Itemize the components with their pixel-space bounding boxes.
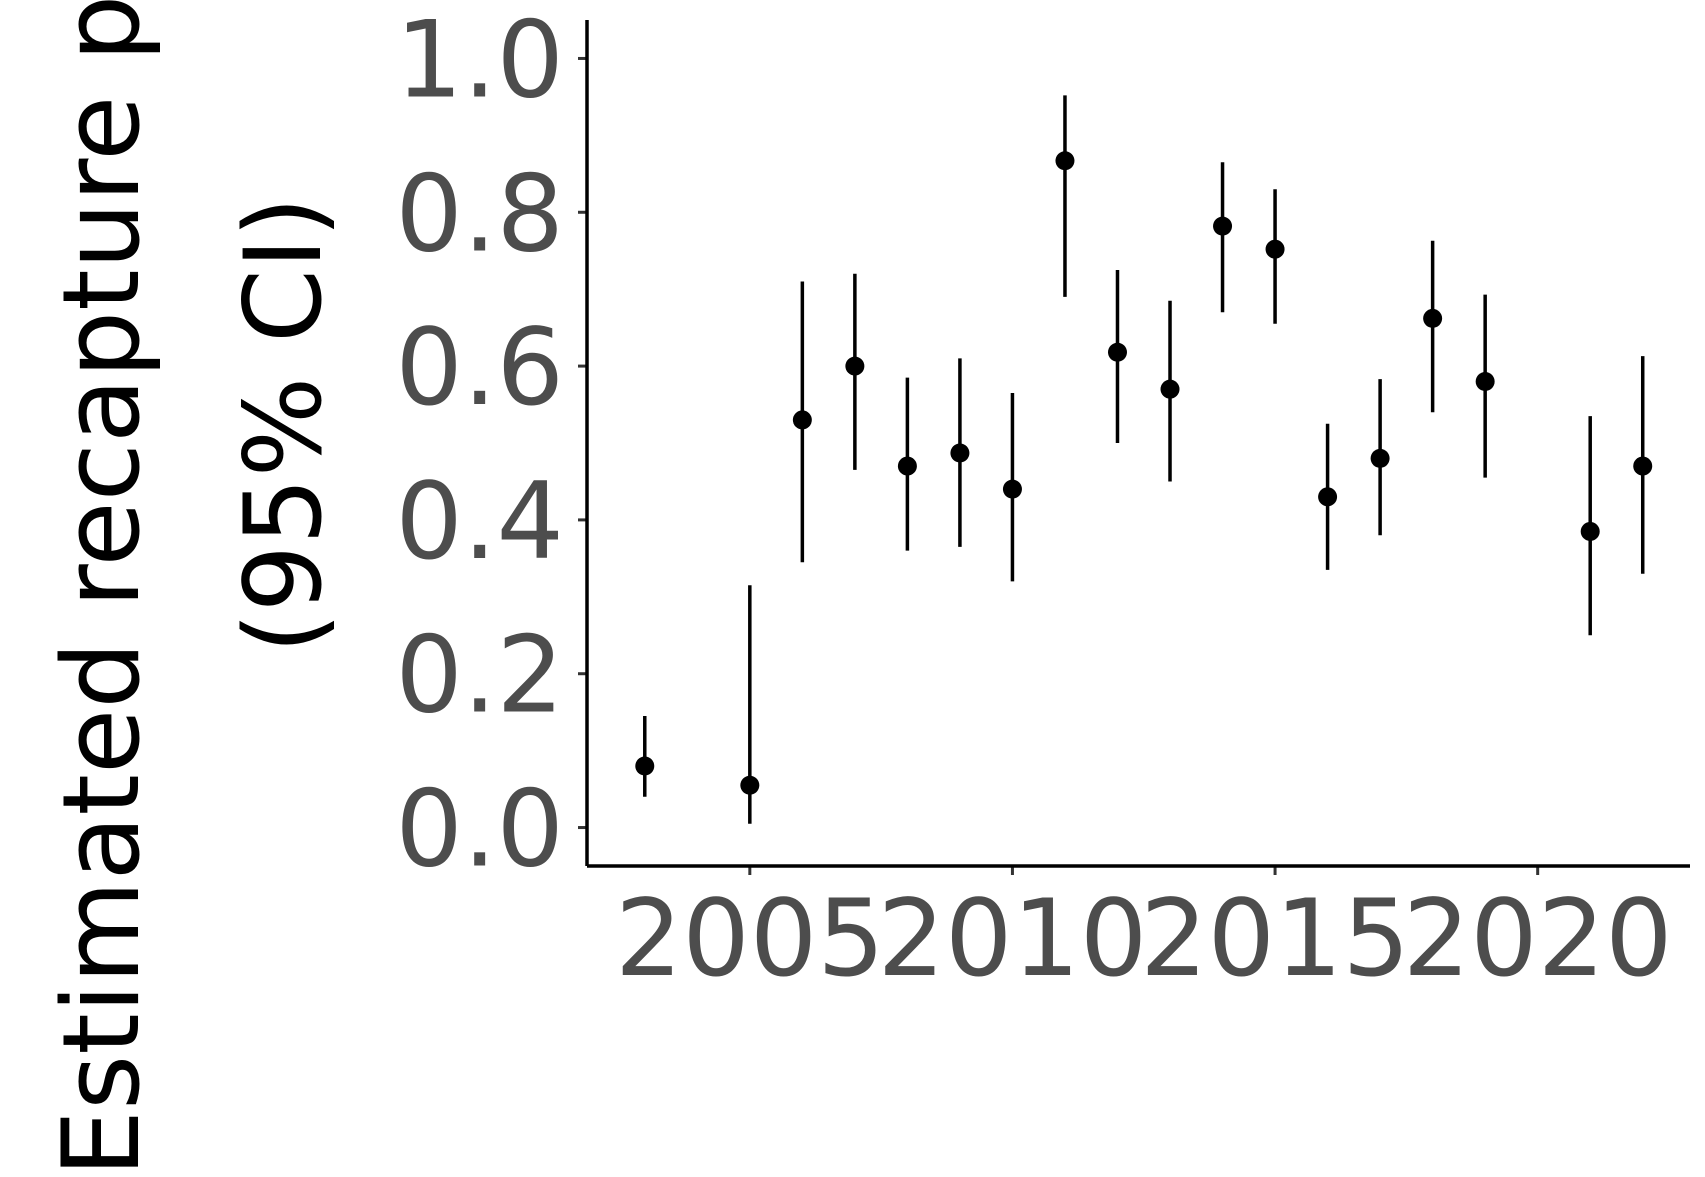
data-point: [1318, 487, 1338, 507]
data-point: [792, 410, 812, 430]
y-tick-label: 0.6: [395, 306, 564, 429]
y-axis-title-line-2: (95% CI): [222, 196, 345, 653]
data-point: [740, 775, 760, 795]
data-point: [845, 356, 865, 376]
data-point: [1107, 342, 1127, 362]
data-point: [897, 456, 917, 476]
data-point: [1633, 456, 1653, 476]
y-tick-label: 1.0: [395, 0, 564, 121]
data-point: [1002, 479, 1022, 499]
x-tick-label: 2005: [615, 877, 885, 1000]
data-point: [1370, 448, 1390, 468]
x-tick-label: 2015: [1140, 877, 1410, 1000]
data-point: [1213, 216, 1233, 236]
y-tick-label: 0.4: [395, 460, 564, 583]
y-tick-label: 0.0: [395, 768, 564, 891]
data-point: [1475, 371, 1495, 391]
y-axis: 0.0 0.2 0.4 0.6 0.8 1.0: [395, 0, 587, 891]
data-point: [950, 443, 970, 463]
data-point: [1423, 308, 1443, 328]
y-tick-label: 0.8: [395, 152, 564, 275]
x-tick-label: 2010: [878, 877, 1148, 1000]
data-point: [1265, 239, 1285, 259]
y-axis-title-group: Estimated recapture p (95% CI): [40, 0, 345, 1177]
y-axis-title-line-1: Estimated recapture p: [40, 0, 163, 1177]
data-point: [1055, 151, 1075, 171]
data-point: [1160, 379, 1180, 399]
data-point: [1580, 521, 1600, 541]
y-tick-label: 0.2: [395, 614, 564, 737]
plot-marks: [635, 95, 1653, 824]
x-tick-label: 2020: [1403, 877, 1673, 1000]
data-point: [635, 756, 655, 776]
